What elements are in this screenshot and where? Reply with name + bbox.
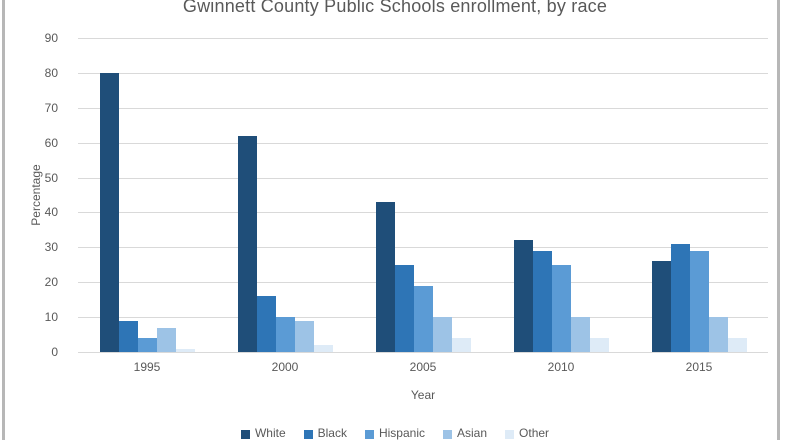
x-tick-2015: 2015 (685, 360, 713, 374)
bar-white-1995 (99, 72, 119, 352)
y-tick-50: 50 (44, 170, 58, 185)
gridline-40 (78, 212, 768, 214)
x-tick-1995: 1995 (133, 360, 161, 374)
legend-label-white: White (254, 426, 286, 440)
bar-white-2005 (375, 201, 395, 352)
bar-other-2010 (589, 338, 609, 352)
bar-asian-2000 (294, 320, 314, 352)
bar-other-2005 (451, 338, 471, 352)
legend-item-black: Black (303, 426, 347, 440)
bar-black-2000 (256, 296, 276, 352)
legend-marker-other-icon (505, 430, 515, 439)
legend-label-other: Other (519, 426, 550, 440)
bar-other-2000 (313, 345, 333, 352)
legend-item-other: Other (505, 426, 549, 440)
x-axis-line (78, 352, 768, 353)
legend-label-hispanic: Hispanic (378, 426, 425, 440)
bar-black-2005 (394, 264, 414, 352)
bar-black-2015 (670, 243, 690, 352)
bar-hispanic-2015 (689, 250, 709, 352)
bar-black-2010 (532, 250, 552, 352)
gridline-90 (78, 38, 768, 39)
bar-hispanic-1995 (137, 338, 157, 352)
y-tick-80: 80 (44, 65, 58, 80)
x-tick-2005: 2005 (409, 360, 437, 374)
y-tick-90: 90 (44, 31, 58, 45)
bar-white-2015 (651, 261, 671, 352)
y-tick-30: 30 (44, 240, 58, 255)
gridline-30 (78, 247, 768, 249)
bar-asian-2005 (432, 317, 452, 352)
legend-item-hispanic: Hispanic (364, 426, 425, 440)
y-tick-40: 40 (44, 205, 58, 220)
legend-marker-black-icon (303, 430, 313, 439)
chart-title: Gwinnett County Public Schools enrollmen… (182, 0, 608, 16)
gridline-20 (78, 282, 768, 284)
legend-marker-asian-icon (443, 430, 452, 439)
y-tick-10: 10 (44, 310, 58, 325)
legend-item-white: White (240, 426, 286, 440)
plot-area (78, 38, 768, 353)
bar-black-1995 (118, 320, 138, 352)
bar-other-1995 (175, 348, 195, 352)
legend-marker-hispanic-icon (364, 430, 374, 439)
gridline-70 (78, 107, 768, 109)
bar-asian-2010 (570, 317, 590, 352)
legend: White Black Hispanic Asian Other (0, 426, 790, 440)
bar-asian-2015 (708, 317, 728, 352)
frame-right-border (777, 0, 780, 440)
gridline-50 (78, 177, 768, 179)
gridline-80 (78, 72, 768, 74)
legend-marker-white-icon (240, 430, 250, 439)
y-tick-60: 60 (44, 135, 58, 150)
x-tick-2000: 2000 (271, 360, 299, 374)
bar-white-2000 (237, 135, 257, 352)
legend-label-black: Black (317, 426, 347, 440)
x-tick-2010: 2010 (547, 360, 575, 374)
y-tick-70: 70 (44, 100, 58, 115)
x-axis-title: Year (410, 388, 436, 402)
bar-hispanic-2005 (413, 285, 433, 352)
bar-other-2015 (727, 338, 747, 352)
y-tick-20: 20 (44, 275, 58, 290)
legend-item-asian: Asian (443, 426, 487, 440)
bar-asian-1995 (156, 327, 176, 352)
y-tick-0: 0 (51, 345, 58, 359)
legend-label-asian: Asian (457, 426, 488, 440)
bar-white-2010 (513, 240, 533, 352)
bar-hispanic-2000 (275, 317, 295, 352)
bar-hispanic-2010 (551, 264, 571, 352)
frame-left-border (2, 0, 5, 440)
gridline-60 (78, 142, 768, 144)
